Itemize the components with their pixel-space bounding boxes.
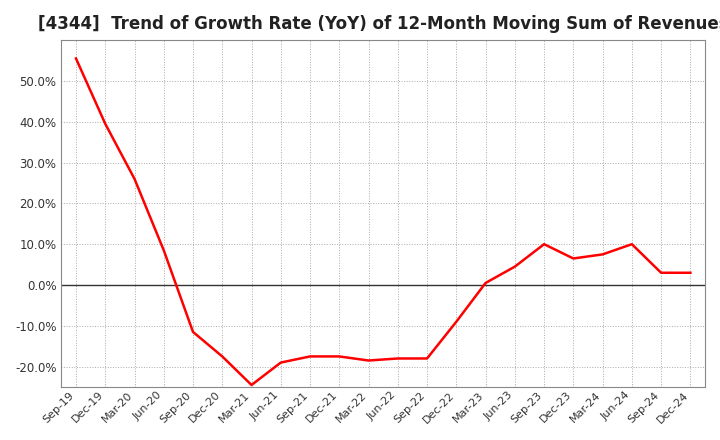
Title: [4344]  Trend of Growth Rate (YoY) of 12-Month Moving Sum of Revenues: [4344] Trend of Growth Rate (YoY) of 12-… — [38, 15, 720, 33]
